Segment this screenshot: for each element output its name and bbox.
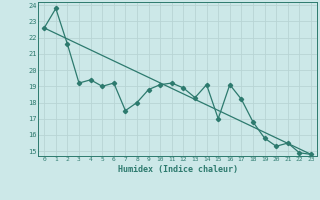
X-axis label: Humidex (Indice chaleur): Humidex (Indice chaleur) bbox=[118, 165, 238, 174]
